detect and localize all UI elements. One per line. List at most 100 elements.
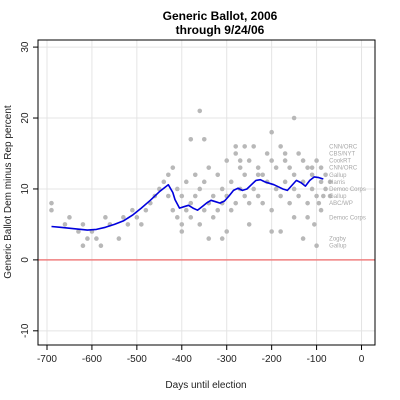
poll-point (309, 165, 315, 170)
poll-point (197, 108, 203, 114)
y-tick-label: 0 (20, 257, 31, 263)
poll-point (139, 222, 144, 227)
poll-point (269, 207, 274, 213)
poll-point (309, 186, 315, 192)
poll-point (282, 179, 288, 185)
poll-point (130, 207, 135, 213)
poll-point (242, 172, 247, 178)
poll-point (242, 193, 247, 199)
poll-point (210, 193, 216, 199)
poll-label: Gallup (329, 173, 347, 179)
poll-point (179, 229, 185, 234)
y-tick-label: 20 (20, 112, 31, 124)
poll-point (327, 179, 333, 185)
trend-line (51, 176, 324, 231)
poll-label: ABC/WP (329, 201, 353, 207)
poll-point (166, 193, 171, 199)
poll-point (251, 186, 256, 192)
poll-point (260, 200, 265, 206)
poll-point (49, 200, 54, 206)
poll-point (296, 151, 301, 156)
poll-point (314, 158, 319, 163)
x-tick-label: -700 (37, 354, 57, 365)
poll-point (246, 222, 252, 227)
chart-title-line-1: Generic Ballot, 2006 (163, 9, 278, 23)
poll-point (321, 193, 326, 199)
poll-point (134, 215, 140, 220)
poll-point (121, 215, 126, 220)
x-tick-label: -400 (172, 354, 192, 365)
poll-label: Gallup (329, 244, 347, 250)
poll-point (80, 222, 86, 227)
poll-point (269, 158, 274, 163)
poll-point (143, 207, 149, 213)
poll-point (219, 186, 225, 192)
trend-layer (51, 176, 324, 231)
poll-point (210, 215, 216, 220)
poll-point (94, 236, 99, 241)
poll-point (201, 179, 207, 185)
poll-point (305, 200, 310, 206)
annotations-layer: CNN/ORCCBS/NYTCookRTCNN/ORCGallupHarrisD… (329, 144, 366, 249)
poll-point (233, 144, 239, 149)
poll-point (323, 186, 328, 192)
poll-label: CNN/ORC (329, 166, 358, 172)
x-tick-label: -200 (262, 354, 282, 365)
poll-point (179, 222, 185, 227)
poll-point (246, 158, 252, 163)
poll-point (188, 215, 194, 220)
poll-point (219, 236, 225, 241)
y-axis-label: Generic Ballot Dem minus Rep percent (3, 105, 14, 279)
poll-point (316, 200, 322, 206)
poll-point (188, 137, 194, 142)
poll-point (314, 243, 319, 248)
poll-point (197, 186, 203, 192)
y-axis: -10 0 10 20 30 (20, 41, 38, 338)
plot-frame (37, 39, 376, 346)
poll-point (300, 236, 306, 241)
poll-point (269, 229, 274, 234)
poll-point (80, 243, 86, 248)
poll-point (318, 207, 324, 213)
poll-point (201, 137, 207, 142)
poll-label: CookRT (329, 159, 351, 165)
poll-point (174, 215, 180, 220)
poll-point (296, 193, 301, 199)
poll-point (264, 151, 270, 156)
poll-point (233, 151, 239, 156)
poll-point (291, 215, 297, 220)
poll-label: CBS/NYT (329, 151, 355, 157)
y-tick-label: 10 (20, 183, 31, 195)
poll-point (291, 115, 297, 121)
poll-point (278, 229, 283, 234)
poll-point (170, 165, 176, 170)
x-tick-label: -100 (307, 354, 327, 365)
poll-point (67, 215, 72, 220)
poll-point (215, 207, 221, 213)
poll-point (318, 165, 324, 170)
poll-point (305, 165, 310, 170)
poll-point (161, 179, 167, 185)
poll-point (246, 200, 252, 206)
poll-point (228, 207, 234, 213)
poll-point (103, 215, 108, 220)
poll-point (179, 193, 185, 199)
poll-point (201, 207, 207, 213)
poll-point (269, 129, 274, 135)
poll-point (224, 229, 230, 234)
poll-point (206, 236, 212, 241)
poll-point (312, 222, 317, 227)
poll-point (282, 151, 288, 156)
poll-point (282, 158, 288, 163)
poll-point (260, 172, 265, 178)
poll-point (183, 179, 189, 185)
poll-point (242, 144, 247, 149)
poll-point (305, 215, 310, 220)
poll-point (327, 193, 333, 199)
y-tick-label: 30 (20, 41, 31, 53)
poll-point (192, 193, 198, 199)
x-axis: -700 -600 -500 -400 -300 -200 -100 0 (37, 345, 365, 365)
poll-point (318, 179, 324, 185)
poll-point (255, 193, 261, 199)
poll-point (251, 144, 256, 149)
